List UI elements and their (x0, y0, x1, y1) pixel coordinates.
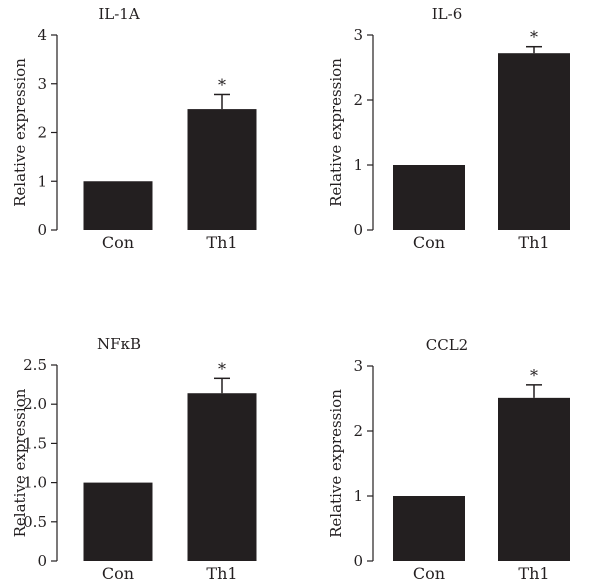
y-tick-label: 1 (37, 172, 47, 190)
significance-marker: * (218, 359, 226, 378)
x-tick-label: Con (413, 233, 445, 252)
y-axis-label: Relative expression (327, 389, 345, 538)
y-tick-label: 4 (37, 26, 47, 44)
y-axis-label: Relative expression (11, 388, 29, 537)
chart-title: NFκB (97, 335, 141, 353)
x-tick-label: Th1 (518, 564, 549, 583)
y-tick-label: 2 (37, 124, 47, 142)
x-tick-label: Th1 (518, 233, 549, 252)
significance-marker: * (218, 75, 226, 94)
chart-panel-2: IL-6 0 1 2 3 Relative expression Con * Th1 (327, 5, 570, 252)
x-tick-label: Con (102, 233, 134, 252)
y-tick-label: 0.5 (23, 513, 47, 531)
y-tick-label: 3 (353, 357, 363, 375)
chart-title: CCL2 (426, 336, 468, 354)
y-tick-label: 1 (353, 487, 363, 505)
y-tick-label: 2 (353, 422, 363, 440)
significance-marker: * (530, 28, 538, 47)
y-tick-label: 0 (37, 221, 47, 239)
chart-panel-1: IL-1A 0 1 2 3 4 Relative expression Con * Th1 (11, 5, 257, 252)
y-tick-label: 1 (353, 156, 363, 174)
y-tick-label: 0 (37, 552, 47, 570)
y-tick-label: 0 (353, 221, 363, 239)
y-tick-label: 3 (353, 26, 363, 44)
y-axis-label: Relative expression (11, 58, 29, 207)
y-tick-label: 1.0 (23, 474, 47, 492)
bar-th1 (187, 393, 257, 561)
chart-panel-3: NFκB 0 0.5 1.0 1.5 2.0 2.5 Relative expression C… (11, 335, 257, 583)
bar-th1 (498, 53, 570, 231)
bar-con (83, 482, 153, 561)
chart-title: IL-1A (98, 5, 139, 23)
chart-title: IL-6 (432, 5, 463, 23)
y-tick-label: 2 (353, 91, 363, 109)
chart-panel-4: CCL2 0 1 2 3 Relative expression Con * Th1 (327, 336, 570, 583)
x-tick-label: Con (102, 564, 134, 583)
x-tick-label: Con (413, 564, 445, 583)
bar-con (393, 165, 465, 230)
bar-th1 (187, 109, 257, 230)
y-axis-label: Relative expression (327, 58, 345, 207)
y-tick-label: 3 (37, 75, 47, 93)
y-tick-label: 0 (353, 552, 363, 570)
y-tick-label: 2.0 (23, 395, 47, 413)
bar-con (393, 496, 465, 561)
significance-marker: * (530, 366, 538, 385)
y-tick-label: 2.5 (23, 356, 47, 374)
x-tick-label: Th1 (206, 233, 237, 252)
bar-th1 (498, 397, 570, 561)
bar-con (83, 181, 153, 230)
y-tick-label: 1.5 (23, 434, 47, 452)
x-tick-label: Th1 (206, 564, 237, 583)
